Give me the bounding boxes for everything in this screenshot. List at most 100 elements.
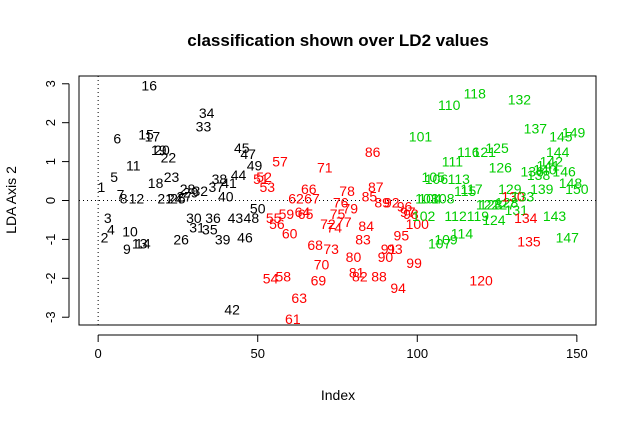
point-label: 87 (368, 179, 384, 195)
point-label: 3 (104, 210, 112, 226)
point-label: 84 (358, 218, 374, 234)
y-tick-label: -1 (43, 234, 58, 246)
point-label: 112 (444, 208, 467, 224)
point-label: 122 (476, 196, 500, 212)
point-label: 54 (263, 270, 279, 286)
point-label: 21 (157, 191, 173, 207)
point-label: 11 (126, 157, 141, 173)
point-label: 128 (495, 194, 519, 210)
point-label: 86 (365, 144, 381, 160)
point-label: 66 (301, 181, 317, 197)
point-label: 75 (330, 206, 346, 222)
y-axis-label: LDA Axis 2 (3, 166, 19, 234)
point-label: 127 (492, 196, 516, 212)
point-label: 144 (546, 144, 570, 160)
point-label: 149 (562, 124, 586, 140)
point-label: 90 (378, 249, 394, 265)
point-label: 41 (221, 175, 237, 191)
point-label: 132 (508, 91, 532, 107)
point-label: 97 (400, 204, 416, 220)
y-axis: -3 -2 -1 0 1 2 3 (43, 80, 70, 323)
point-label: 69 (311, 272, 327, 288)
y-tick-label: -2 (43, 273, 58, 285)
point-label: 67 (304, 191, 320, 207)
chart-title: classification shown over LD2 values (187, 31, 488, 50)
x-axis: 0 50 100 150 (95, 334, 588, 361)
point-label: 71 (317, 159, 333, 175)
point-label: 109 (434, 231, 458, 247)
point-label: 82 (352, 268, 368, 284)
point-label: 73 (323, 241, 339, 257)
point-label: 24 (167, 191, 183, 207)
point-label: 85 (362, 189, 378, 205)
point-label: 88 (371, 268, 387, 284)
point-label: 78 (339, 183, 355, 199)
point-label: 129 (498, 181, 522, 197)
point-label: 29 (183, 185, 199, 201)
point-label: 114 (451, 226, 474, 242)
point-label: 14 (135, 235, 151, 251)
x-axis-label: Index (321, 387, 355, 403)
point-label: 111 (442, 154, 463, 170)
point-label: 12 (129, 191, 145, 207)
point-label: 68 (307, 237, 323, 253)
point-label: 79 (342, 200, 358, 216)
point-label: 126 (489, 159, 513, 175)
point-label: 113 (448, 171, 471, 187)
point-label: 76 (333, 194, 349, 210)
point-label: 43 (228, 210, 244, 226)
point-label: 101 (409, 128, 433, 144)
point-label: 125 (485, 140, 509, 156)
point-label: 143 (543, 208, 567, 224)
point-label: 81 (349, 264, 365, 280)
point-label: 131 (505, 202, 529, 218)
point-label: 13 (132, 235, 148, 251)
point-label: 91 (381, 241, 397, 257)
point-label: 89 (374, 194, 390, 210)
point-label: 16 (141, 78, 157, 94)
point-label: 57 (272, 154, 288, 170)
point-label: 140 (533, 161, 557, 177)
point-label: 28 (180, 181, 196, 197)
point-label: 147 (556, 229, 580, 245)
point-label: 139 (530, 181, 554, 197)
point-label: 130 (501, 189, 525, 205)
point-label: 93 (387, 241, 403, 257)
point-label: 136 (520, 163, 544, 179)
point-label: 50 (250, 200, 266, 216)
point-label: 20 (154, 142, 170, 158)
point-label: 104 (418, 191, 442, 207)
point-label: 22 (161, 150, 177, 166)
point-label: 95 (394, 228, 410, 244)
point-label: 118 (464, 86, 487, 102)
point-label: 105 (422, 169, 446, 185)
point-label: 98 (403, 206, 419, 222)
point-label: 17 (145, 128, 161, 144)
x-tick-label: 100 (406, 346, 428, 361)
point-label: 141 (536, 157, 560, 173)
point-label: 61 (285, 311, 301, 327)
point-label: 138 (527, 167, 551, 183)
point-label: 110 (438, 97, 461, 113)
point-label: 26 (173, 231, 189, 247)
point-label: 44 (231, 167, 247, 183)
point-label: 32 (192, 183, 208, 199)
point-label: 146 (552, 163, 576, 179)
point-label: 123 (479, 196, 503, 212)
point-label: 30 (186, 210, 202, 226)
point-label: 59 (279, 206, 295, 222)
point-label: 102 (412, 208, 436, 224)
point-label: 94 (390, 280, 406, 296)
point-label: 27 (177, 189, 193, 205)
point-label: 72 (320, 216, 336, 232)
point-label: 51 (253, 171, 269, 187)
point-label: 7 (117, 187, 125, 203)
point-label: 25 (170, 191, 186, 207)
point-label: 40 (218, 189, 234, 205)
point-label: 96 (397, 198, 413, 214)
point-label: 37 (208, 179, 224, 195)
point-label: 45 (234, 140, 250, 156)
point-label: 35 (202, 222, 218, 238)
point-label: 39 (215, 231, 231, 247)
